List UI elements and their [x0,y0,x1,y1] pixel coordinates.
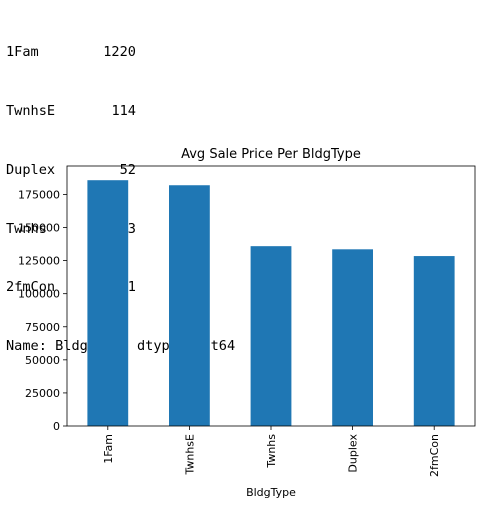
y-axis: 0 25000 50000 75000 100000 125000 150000 175000 [18,188,67,433]
bar-Twnhs [251,246,292,426]
bar-2fmCon [414,256,455,426]
x-tick-label: 1Fam [102,434,115,464]
x-tick-label: Duplex [347,434,360,473]
y-tick-label: 125000 [18,255,60,268]
bar-TwnhsE [169,185,210,426]
x-axis: 1Fam TwnhsE Twnhs Duplex 2fmCon [102,426,441,477]
bar-Duplex [332,249,373,426]
x-tick-label: TwnhsE [183,434,196,476]
y-tick-label: 150000 [18,222,60,235]
chart-title: Avg Sale Price Per BldgType [181,147,361,162]
y-tick-label: 75000 [25,321,60,334]
y-tick-label: 0 [53,420,60,433]
y-tick-label: 175000 [18,188,60,201]
x-axis-label: BldgType [246,486,296,499]
y-tick-label: 100000 [18,288,60,301]
x-tick-label: Twnhs [265,434,278,469]
y-tick-label: 50000 [25,354,60,367]
bars-group [87,180,454,426]
y-tick-label: 25000 [25,387,60,400]
bar-1Fam [87,180,128,426]
x-tick-label: 2fmCon [428,434,441,477]
